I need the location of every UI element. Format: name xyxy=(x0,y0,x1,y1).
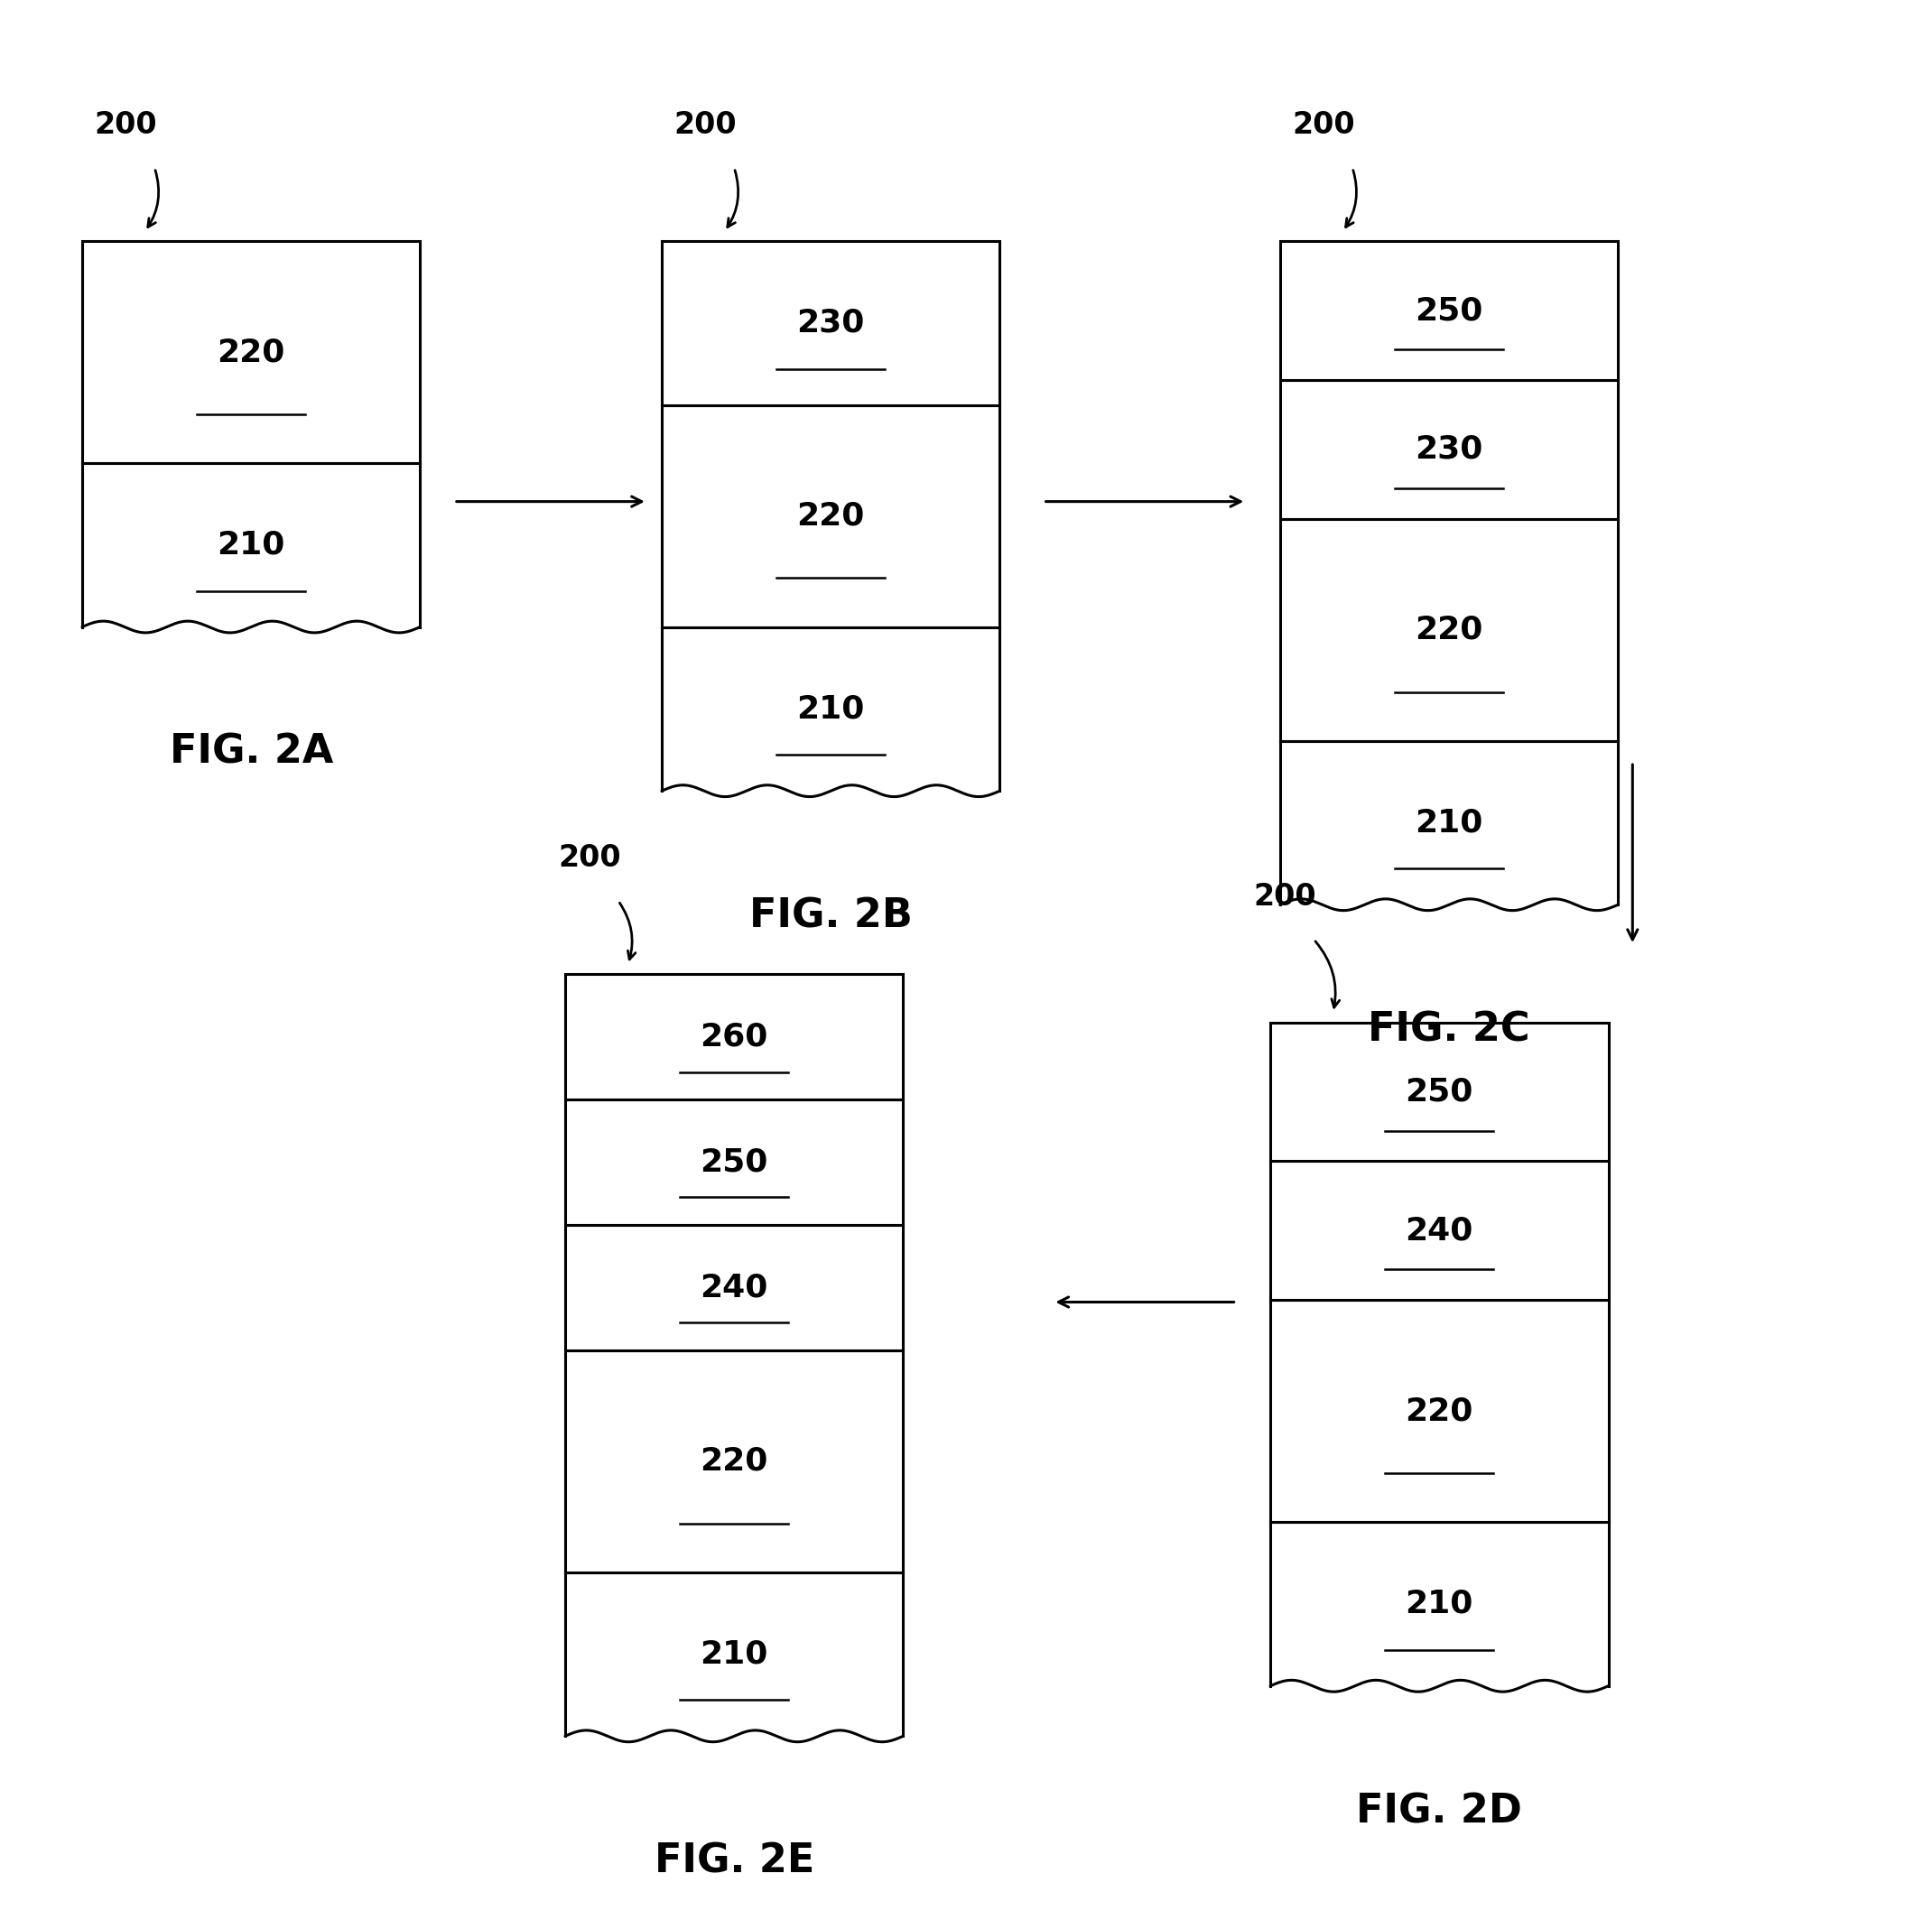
Text: 220: 220 xyxy=(1405,1397,1474,1426)
Text: 230: 230 xyxy=(1414,434,1484,465)
Bar xyxy=(661,241,1001,405)
Bar xyxy=(1271,1022,1609,1161)
Text: 250: 250 xyxy=(1414,295,1484,326)
Bar xyxy=(564,1100,902,1225)
Text: FIG. 2E: FIG. 2E xyxy=(655,1842,813,1881)
Text: 220: 220 xyxy=(796,502,866,530)
Text: 200: 200 xyxy=(1293,110,1354,141)
Text: 200: 200 xyxy=(674,110,736,141)
Text: 220: 220 xyxy=(699,1447,769,1476)
Bar xyxy=(1271,1300,1609,1522)
Text: FIG. 2B: FIG. 2B xyxy=(750,897,912,936)
Text: 220: 220 xyxy=(1414,615,1484,644)
Text: FIG. 2A: FIG. 2A xyxy=(170,733,332,772)
Bar xyxy=(1279,380,1617,519)
Text: 230: 230 xyxy=(796,309,866,338)
Bar xyxy=(661,405,1001,627)
Bar xyxy=(564,974,902,1100)
Text: 200: 200 xyxy=(1254,882,1316,912)
Text: 250: 250 xyxy=(1405,1076,1474,1107)
Text: 200: 200 xyxy=(558,843,620,874)
Text: 220: 220 xyxy=(216,338,286,367)
Text: 240: 240 xyxy=(1405,1215,1474,1246)
Text: 250: 250 xyxy=(699,1148,769,1177)
Bar xyxy=(1279,241,1617,380)
Text: FIG. 2C: FIG. 2C xyxy=(1368,1011,1530,1049)
Text: 210: 210 xyxy=(1414,808,1484,837)
Bar xyxy=(1271,1161,1609,1300)
Text: 210: 210 xyxy=(796,694,866,723)
Text: 200: 200 xyxy=(95,110,156,141)
Text: 210: 210 xyxy=(699,1640,769,1669)
Text: 210: 210 xyxy=(1405,1589,1474,1618)
Text: FIG. 2D: FIG. 2D xyxy=(1356,1792,1522,1831)
Bar xyxy=(564,1225,902,1350)
Text: 260: 260 xyxy=(699,1022,769,1051)
Text: 240: 240 xyxy=(699,1273,769,1302)
Bar xyxy=(83,241,421,463)
Text: 210: 210 xyxy=(216,530,286,559)
Bar xyxy=(1279,519,1617,741)
Bar xyxy=(564,1350,902,1572)
